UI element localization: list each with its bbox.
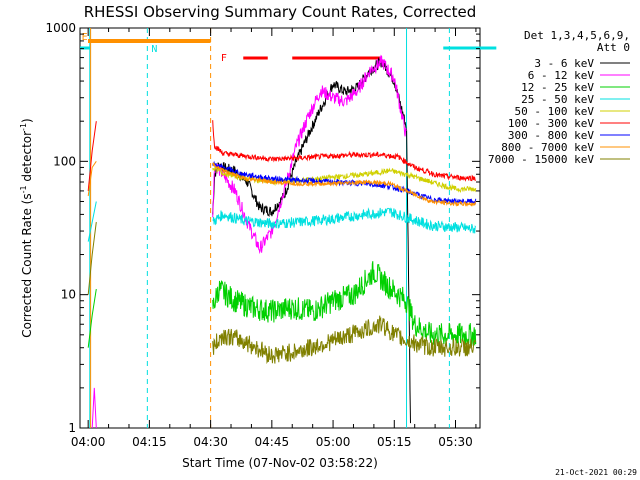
x-tick-label: 05:15 bbox=[377, 435, 412, 449]
legend-label: 3 - 6 keV bbox=[534, 57, 594, 70]
series-line bbox=[212, 120, 477, 182]
series-line bbox=[212, 57, 411, 424]
x-tick-label: 05:30 bbox=[438, 435, 473, 449]
x-tick-label: 05:00 bbox=[316, 435, 351, 449]
legend-label: 6 - 12 keV bbox=[528, 69, 595, 82]
series-line bbox=[212, 315, 477, 365]
y-axis-label-part1: Corrected Count Rate (s bbox=[20, 193, 34, 337]
early-series-line bbox=[87, 222, 97, 295]
series-layer bbox=[87, 54, 477, 429]
x-axis-label: Start Time (07-Nov-02 03:58:22) bbox=[182, 456, 378, 470]
y-tick-label: 10 bbox=[61, 288, 76, 302]
early-series-line bbox=[87, 121, 97, 191]
y-axis-label-part2: detector bbox=[20, 131, 34, 186]
early-series-line bbox=[87, 289, 97, 348]
x-tick-label: 04:15 bbox=[132, 435, 167, 449]
early-series-line bbox=[91, 387, 97, 429]
eclipse-marker-label: E bbox=[82, 32, 88, 43]
legend-label: 12 - 25 keV bbox=[521, 81, 594, 94]
chart-title: RHESSI Observing Summary Count Rates, Co… bbox=[84, 3, 477, 21]
y-axis-label-sup1: -1 bbox=[19, 185, 28, 193]
x-tick-label: 04:45 bbox=[255, 435, 290, 449]
legend-label: 800 - 7000 keV bbox=[501, 141, 594, 154]
y-tick-label: 1000 bbox=[45, 21, 76, 35]
night-marker-label: N bbox=[151, 44, 157, 55]
series-line bbox=[212, 261, 477, 347]
y-axis-label-sup2: -1 bbox=[19, 123, 28, 131]
x-tick-label: 04:00 bbox=[71, 435, 106, 449]
early-series-line bbox=[87, 161, 97, 197]
legend-header-2: Att 0 bbox=[597, 41, 630, 54]
early-series-line bbox=[87, 201, 97, 242]
y-axis: 1 10 100 1000 bbox=[45, 21, 480, 435]
plot-frame bbox=[79, 27, 481, 429]
y-axis-label-part3: ) bbox=[20, 118, 34, 123]
legend-label: 25 - 50 keV bbox=[521, 93, 594, 106]
y-tick-label: 1 bbox=[68, 421, 76, 435]
series-line bbox=[212, 162, 477, 207]
legend-label: 100 - 300 keV bbox=[508, 117, 594, 130]
y-axis-label: Corrected Count Rate (s-1 detector-1) bbox=[19, 118, 34, 337]
legend-label: 50 - 100 keV bbox=[515, 105, 595, 118]
x-tick-label: 04:30 bbox=[193, 435, 228, 449]
series-line bbox=[212, 207, 477, 234]
legend-label: 7000 - 15000 keV bbox=[488, 153, 594, 166]
legend-header-1: Det 1,3,4,5,6,9, bbox=[524, 29, 630, 42]
flare-marker-label: F bbox=[221, 53, 227, 64]
footer-timestamp: 21-Oct-2021 00:29 bbox=[555, 468, 637, 477]
x-axis: 04:00 04:15 04:30 04:45 05:00 05:15 05:30 bbox=[71, 28, 477, 449]
y-tick-label: 100 bbox=[53, 154, 76, 168]
legend-label: 300 - 800 keV bbox=[508, 129, 594, 142]
